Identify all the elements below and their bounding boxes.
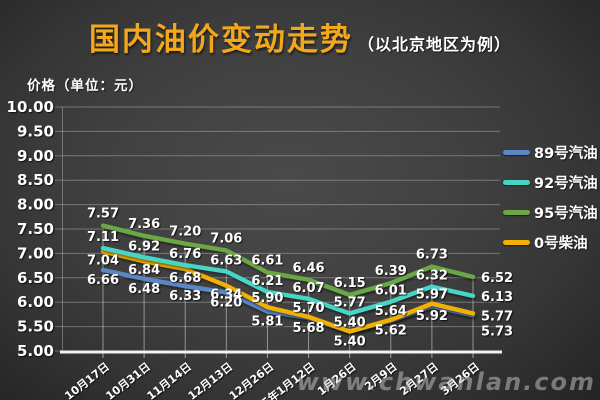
svg-text:6.33: 6.33: [169, 289, 201, 304]
watermark: www.chwanlan.com: [296, 368, 596, 396]
svg-text:8.50: 8.50: [17, 171, 54, 189]
svg-text:6.21: 6.21: [251, 274, 283, 289]
legend-label: 95号汽油: [534, 206, 598, 222]
data-labels: 6.66 6.48 6.33 6.20 5.81 5.68 5.40 5.62 5.92 5.73…: [87, 207, 513, 350]
legend-swatch-icon: [503, 210, 530, 215]
svg-text:6.20: 6.20: [210, 295, 242, 310]
svg-text:6.46: 6.46: [293, 261, 325, 276]
svg-text:7.36: 7.36: [128, 217, 160, 232]
legend-swatch-icon: [503, 240, 530, 245]
svg-text:5.73: 5.73: [481, 324, 513, 339]
svg-text:6.52: 6.52: [481, 271, 513, 286]
svg-text:5.77: 5.77: [334, 295, 366, 310]
svg-text:5.00: 5.00: [17, 342, 54, 360]
svg-text:6.76: 6.76: [169, 247, 201, 262]
series-line-95号汽油: [100, 223, 476, 298]
svg-text:6.48: 6.48: [128, 282, 160, 297]
svg-text:5.70: 5.70: [293, 301, 325, 316]
svg-text:6.84: 6.84: [128, 263, 160, 278]
legend-swatch-icon: [503, 180, 530, 185]
svg-text:6.15: 6.15: [334, 276, 366, 291]
svg-text:6.66: 6.66: [87, 273, 119, 288]
svg-text:9.50: 9.50: [17, 122, 54, 140]
svg-text:7.00: 7.00: [17, 244, 54, 262]
svg-text:9.00: 9.00: [17, 147, 54, 165]
svg-text:6.39: 6.39: [375, 264, 407, 279]
svg-text:7.57: 7.57: [87, 207, 119, 222]
svg-text:7.11: 7.11: [87, 230, 119, 245]
legend-item-0号柴油: 0号柴油: [503, 232, 598, 253]
svg-text:6.32: 6.32: [416, 269, 448, 284]
svg-text:5.92: 5.92: [416, 309, 448, 324]
y-axis-caption: 价格（单位：元）: [27, 78, 143, 94]
page-title: 国内油价变动走势: [88, 22, 353, 58]
legend-item-95号汽油: 95号汽油: [503, 202, 598, 223]
legend-item-89号汽油: 89号汽油: [503, 142, 598, 163]
svg-text:7.06: 7.06: [210, 231, 242, 246]
svg-text:6.34: 6.34: [210, 288, 242, 303]
chart-legend: 89号汽油 92号汽油 95号汽油 0号柴油: [503, 142, 598, 253]
y-axis-labels: 10.00 9.50 9.00 8.50 8.00 7.50 7.00 6.50 6.00 5.5…: [7, 98, 54, 360]
svg-text:7.04: 7.04: [87, 253, 119, 268]
svg-text:5.64: 5.64: [375, 304, 407, 319]
svg-text:6.00: 6.00: [17, 293, 54, 311]
svg-text:6.68: 6.68: [169, 271, 201, 286]
legend-label: 0号柴油: [534, 236, 588, 252]
svg-text:10.00: 10.00: [7, 98, 54, 116]
svg-text:5.62: 5.62: [375, 324, 407, 339]
svg-text:6.50: 6.50: [17, 269, 54, 287]
svg-text:6.61: 6.61: [251, 253, 283, 268]
svg-text:5.40: 5.40: [334, 334, 366, 349]
svg-text:6.13: 6.13: [481, 290, 513, 305]
svg-text:6.73: 6.73: [416, 248, 448, 263]
svg-text:7.20: 7.20: [169, 225, 201, 240]
svg-text:8.00: 8.00: [17, 196, 54, 214]
series-line-92号汽油: [100, 245, 476, 316]
svg-text:6.63: 6.63: [210, 253, 242, 268]
page-subtitle: （以北京地区为例）: [358, 35, 512, 54]
svg-text:6.07: 6.07: [293, 281, 325, 296]
chart-header: 国内油价变动走势 （以北京地区为例）: [0, 14, 600, 59]
svg-text:5.68: 5.68: [293, 321, 325, 336]
svg-text:5.50: 5.50: [17, 318, 54, 336]
svg-text:6.01: 6.01: [375, 284, 407, 299]
svg-text:5.81: 5.81: [251, 314, 283, 329]
svg-text:5.40: 5.40: [334, 315, 366, 330]
svg-text:5.90: 5.90: [251, 291, 283, 306]
svg-text:5.77: 5.77: [481, 309, 513, 324]
legend-item-92号汽油: 92号汽油: [503, 172, 598, 193]
svg-text:7.50: 7.50: [17, 220, 54, 238]
legend-label: 92号汽油: [534, 176, 598, 192]
svg-text:5.97: 5.97: [416, 288, 448, 303]
svg-text:6.92: 6.92: [128, 239, 160, 254]
series-line-0号柴油: [100, 249, 476, 334]
legend-label: 89号汽油: [534, 146, 598, 162]
x-axis-ticks: [102, 353, 474, 358]
legend-swatch-icon: [503, 150, 530, 155]
